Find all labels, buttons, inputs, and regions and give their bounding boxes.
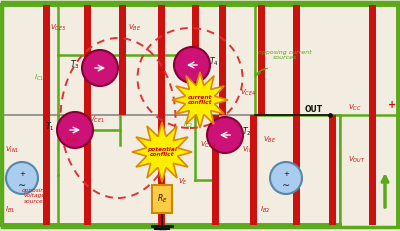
Text: $V_{CE2}$: $V_{CE2}$: [200, 140, 216, 150]
Bar: [43, 115, 50, 225]
Bar: [158, 5, 165, 115]
Bar: [43, 5, 50, 115]
Bar: [293, 115, 300, 225]
Text: $T_1$: $T_1$: [45, 121, 55, 133]
Text: $V_{IN1}$: $V_{IN1}$: [5, 145, 20, 155]
Bar: [84, 5, 91, 115]
Text: $R_E$: $R_E$: [157, 193, 167, 205]
Circle shape: [270, 162, 302, 194]
Text: $T_4$: $T_4$: [209, 56, 219, 68]
Text: $V_{CE3}$: $V_{CE3}$: [50, 23, 66, 33]
Text: $V_E$: $V_E$: [178, 177, 188, 187]
Text: $\sim$: $\sim$: [280, 178, 292, 188]
Polygon shape: [132, 122, 192, 182]
Bar: [293, 5, 300, 115]
Text: $T_2$: $T_2$: [242, 126, 252, 138]
Bar: [158, 115, 165, 225]
Bar: [369, 5, 376, 225]
Bar: [2, 115, 340, 227]
Circle shape: [57, 112, 93, 148]
Bar: [119, 5, 126, 115]
Text: $V_{IN2}$: $V_{IN2}$: [242, 145, 256, 155]
Text: $I_{B2}$: $I_{B2}$: [260, 205, 270, 215]
Text: $I_{C2}$: $I_{C2}$: [183, 120, 193, 130]
Circle shape: [82, 50, 118, 86]
Text: $T_3$: $T_3$: [70, 59, 80, 71]
Text: $V_{BE}$: $V_{BE}$: [128, 23, 141, 33]
Bar: [192, 5, 199, 115]
Text: $V_{CE1}$: $V_{CE1}$: [89, 115, 105, 125]
Bar: [250, 115, 257, 225]
Text: opposing current
sources: opposing current sources: [258, 50, 312, 60]
Polygon shape: [172, 72, 228, 128]
Bar: [152, 185, 172, 213]
Circle shape: [207, 117, 243, 153]
Bar: [84, 115, 91, 225]
Text: $V_{OUT}$: $V_{OUT}$: [348, 155, 366, 165]
Text: +: +: [388, 100, 396, 110]
Text: +: +: [19, 171, 25, 177]
Bar: [212, 115, 219, 225]
Text: current
conflict: current conflict: [188, 95, 212, 105]
Text: $I_{C1}$: $I_{C1}$: [34, 73, 44, 83]
Text: $V_{BE}$: $V_{BE}$: [263, 135, 276, 145]
Bar: [329, 115, 336, 225]
Text: potential
conflict: potential conflict: [147, 147, 177, 157]
Text: +: +: [283, 171, 289, 177]
Text: $I_{B1}$: $I_{B1}$: [5, 205, 15, 215]
Circle shape: [174, 47, 210, 83]
Text: opposing
voltage
sources: opposing voltage sources: [22, 188, 48, 204]
Text: $V_{CE4}$: $V_{CE4}$: [240, 88, 256, 98]
Text: $V_{CC}$: $V_{CC}$: [348, 103, 362, 113]
Circle shape: [6, 162, 38, 194]
Text: OUT: OUT: [305, 106, 323, 115]
Text: $V_{VE}$: $V_{VE}$: [65, 135, 78, 145]
Text: $\sim$: $\sim$: [16, 178, 28, 188]
Bar: [219, 5, 226, 115]
Bar: [258, 5, 265, 115]
